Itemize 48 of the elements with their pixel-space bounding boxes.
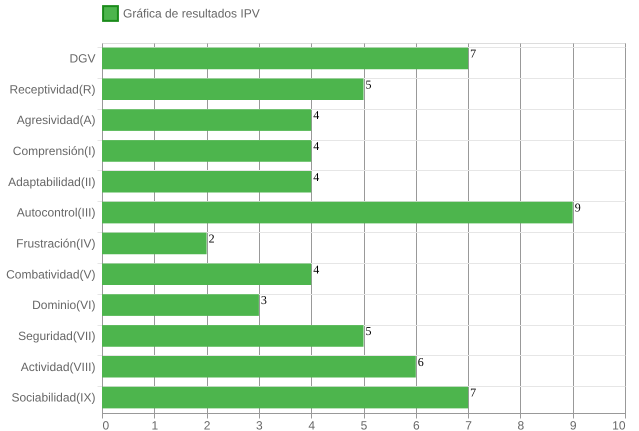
data-label: 4 (313, 262, 320, 276)
bar (102, 109, 312, 131)
legend-label: Gráfica de resultados IPV (123, 6, 260, 20)
x-tick-label: 3 (256, 418, 264, 431)
bar (102, 263, 312, 286)
bar (102, 325, 364, 347)
y-tick-label: Agresividad(A) (16, 113, 96, 128)
bar (102, 140, 312, 162)
data-label: 4 (313, 170, 320, 184)
bar (102, 78, 364, 100)
y-tick-label: Combatividad(V) (6, 267, 96, 282)
data-label: 3 (260, 293, 267, 308)
bar (102, 232, 207, 254)
x-tick-label: 6 (412, 418, 420, 431)
y-tick-label: Dominio(VI) (32, 298, 96, 312)
x-tick-label: 2 (204, 418, 211, 431)
x-tick-label: 7 (465, 418, 472, 431)
y-tick-label: Receptividad(R) (9, 82, 96, 96)
data-label: 7 (470, 386, 476, 400)
bar (102, 202, 573, 224)
y-tick-label: Seguridad(VII) (18, 328, 96, 343)
y-tick-label: Autocontrol(III) (16, 206, 96, 220)
bar (102, 386, 468, 408)
x-tick-label: 9 (570, 418, 577, 431)
data-label: 5 (366, 77, 372, 92)
data-label: 2 (208, 231, 215, 246)
x-tick-label: 5 (360, 418, 368, 431)
x-tick-label: 8 (518, 418, 525, 431)
y-tick-label: Frustración(IV) (16, 236, 96, 250)
y-tick-label: Actividad(VIII) (20, 360, 96, 374)
y-tick-label: Sociabilidad(IX) (11, 390, 96, 405)
data-label: 6 (418, 354, 424, 369)
bar (102, 170, 312, 193)
y-tick-label: DGV (69, 51, 96, 66)
x-tick-label: 10 (612, 418, 626, 431)
x-tick-label: 0 (102, 418, 110, 431)
bar (102, 48, 468, 70)
data-label: 4 (313, 108, 320, 122)
data-label: 9 (574, 200, 581, 215)
data-label: 7 (470, 46, 476, 60)
bar (102, 356, 416, 378)
y-tick-label: Comprensión(I) (12, 144, 96, 158)
x-tick-label: 1 (151, 418, 158, 431)
data-label: 5 (366, 324, 372, 338)
bar (102, 294, 259, 316)
data-label: 4 (313, 138, 320, 153)
x-tick-label: 4 (308, 418, 316, 431)
y-tick-label: Adaptabilidad(II) (8, 174, 96, 189)
